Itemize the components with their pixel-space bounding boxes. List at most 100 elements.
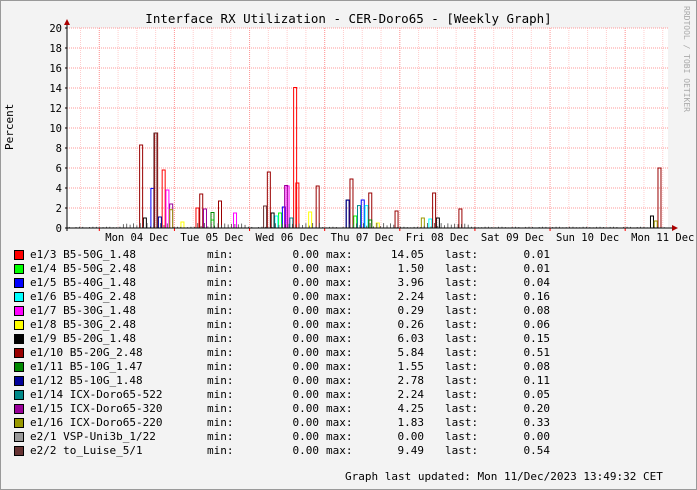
legend-min-value: 0.00 [292,276,320,289]
legend-last-value: 0.01 [523,248,551,261]
chart-title: Interface RX Utilization - CER-Doro65 - … [145,11,552,26]
legend-min-value: 0.00 [292,304,320,317]
legend-max-value: 3.96 [397,276,425,289]
legend-last-label: last: [445,374,479,387]
legend-series-name: e1/5 B5-40G_1.48 [30,276,136,289]
y-tick-label: 16 [49,63,62,75]
legend-min-label: min: [207,304,234,317]
x-tick-label: Tue 05 Dec [180,232,243,244]
legend-row: e1/3 B5-50G_1.48 min: 0.00 max: 14.05 last: 0.… [14,248,574,262]
legend-min-label: min: [207,332,234,345]
legend-swatch [14,264,24,274]
legend-swatch [14,376,24,386]
legend-swatch [14,250,24,260]
legend-min-value: 0.00 [292,332,320,345]
legend-max-label: max: [326,346,353,359]
legend-swatch [14,432,24,442]
legend-last-value: 0.08 [523,304,551,317]
y-tick-label: 18 [49,43,62,55]
x-tick-label: Mon 04 Dec [105,232,168,244]
legend-row: e1/7 B5-30G_1.48 min: 0.00 max: 0.29 last: 0.0… [14,304,574,318]
legend-last-value: 0.11 [523,374,551,387]
legend-min-label: min: [207,276,234,289]
legend-max-value: 1.50 [397,262,425,275]
legend-last-value: 0.20 [523,402,551,415]
legend-min-label: min: [207,360,234,373]
y-tick-label: 2 [56,203,62,215]
legend-last-value: 0.08 [523,360,551,373]
legend-row: e2/1 VSP-Uni3b_1/22 min: 0.00 max: 0.00 last:… [14,430,574,444]
legend-row: e1/5 B5-40G_1.48 min: 0.00 max: 3.96 last: 0.0… [14,276,574,290]
legend-min-value: 0.00 [292,248,320,261]
y-tick-label: 8 [56,143,62,155]
y-tick-label: 10 [49,123,62,135]
legend-min-label: min: [207,346,234,359]
legend-max-label: max: [326,388,353,401]
legend-min-label: min: [207,388,234,401]
legend-max-label: max: [326,430,353,443]
legend-last-value: 0.16 [523,290,551,303]
legend-max-value: 0.26 [397,318,425,331]
legend-last-value: 0.05 [523,388,551,401]
legend-series-name: e1/7 B5-30G_1.48 [30,304,136,317]
legend-row: e1/8 B5-30G_2.48 min: 0.00 max: 0.26 last: 0.0… [14,318,574,332]
x-tick-label: Wed 06 Dec [256,232,319,244]
legend-row: e1/14 ICX-Doro65-522 min: 0.00 max: 2.24 last… [14,388,574,402]
legend-max-label: max: [326,290,353,303]
x-axis-arrow [672,225,678,231]
legend-max-label: max: [326,374,353,387]
x-tick-label: Mon 11 Dec [631,232,694,244]
legend-series-name: e2/1 VSP-Uni3b_1/22 [30,430,156,443]
legend-min-value: 0.00 [292,402,320,415]
y-tick-label: 20 [49,23,62,35]
y-axis-arrow [64,19,70,25]
legend-max-label: max: [326,318,353,331]
legend-row: e1/16 ICX-Doro65-220 min: 0.00 max: 1.83 last… [14,416,574,430]
legend-last-label: last: [445,290,479,303]
legend-max-value: 2.24 [397,388,425,401]
legend-row: e1/10 B5-20G_2.48 min: 0.00 max: 5.84 last: 0.… [14,346,574,360]
legend-swatch [14,278,24,288]
y-tick-label: 6 [56,163,62,175]
legend-row: e1/4 B5-50G_2.48 min: 0.00 max: 1.50 last: 0.0… [14,262,574,276]
legend-series-name: e1/15 ICX-Doro65-320 [30,402,163,415]
legend-max-value: 2.24 [397,290,425,303]
y-tick-label: 0 [56,223,62,235]
legend-last-label: last: [445,304,479,317]
legend-row: e1/11 B5-10G_1.47 min: 0.00 max: 1.55 last: 0.… [14,360,574,374]
legend-last-value: 0.15 [523,332,551,345]
legend-last-value: 0.04 [523,276,551,289]
legend-swatch [14,362,24,372]
legend-swatch [14,292,24,302]
legend-max-label: max: [326,304,353,317]
legend-row: e2/2 to_Luise_5/1 min: 0.00 max: 9.49 last: 0.… [14,444,574,458]
legend-min-value: 0.00 [292,430,320,443]
legend-series-name: e1/10 B5-20G_2.48 [30,346,143,359]
legend-max-value: 14.05 [390,248,424,261]
legend-series-name: e1/14 ICX-Doro65-522 [30,388,163,401]
legend-last-value: 0.01 [523,262,551,275]
legend-last-label: last: [445,444,479,457]
legend-row: e1/9 B5-20G_1.48 min: 0.00 max: 6.03 last: 0.1… [14,332,574,346]
legend-series-name: e1/16 ICX-Doro65-220 [30,416,163,429]
legend-last-label: last: [445,416,479,429]
legend-last-label: last: [445,402,479,415]
legend-min-label: min: [207,290,234,303]
legend-swatch [14,320,24,330]
legend-max-label: max: [326,248,353,261]
legend-max-value: 9.49 [397,444,425,457]
legend-series-name: e1/3 B5-50G_1.48 [30,248,136,261]
legend-last-label: last: [445,388,479,401]
legend-series-name: e1/6 B5-40G_2.48 [30,290,136,303]
legend-min-label: min: [207,402,234,415]
legend-min-label: min: [207,318,234,331]
legend-row: e1/15 ICX-Doro65-320 min: 0.00 max: 4.25 last… [14,402,574,416]
legend-max-label: max: [326,416,353,429]
legend-last-value: 0.51 [523,346,551,359]
legend-series-name: e1/9 B5-20G_1.48 [30,332,136,345]
legend-last-label: last: [445,318,479,331]
legend-row: e1/6 B5-40G_2.48 min: 0.00 max: 2.24 last: 0.1… [14,290,574,304]
legend-last-label: last: [445,332,479,345]
legend-min-label: min: [207,444,234,457]
legend-min-value: 0.00 [292,416,320,429]
